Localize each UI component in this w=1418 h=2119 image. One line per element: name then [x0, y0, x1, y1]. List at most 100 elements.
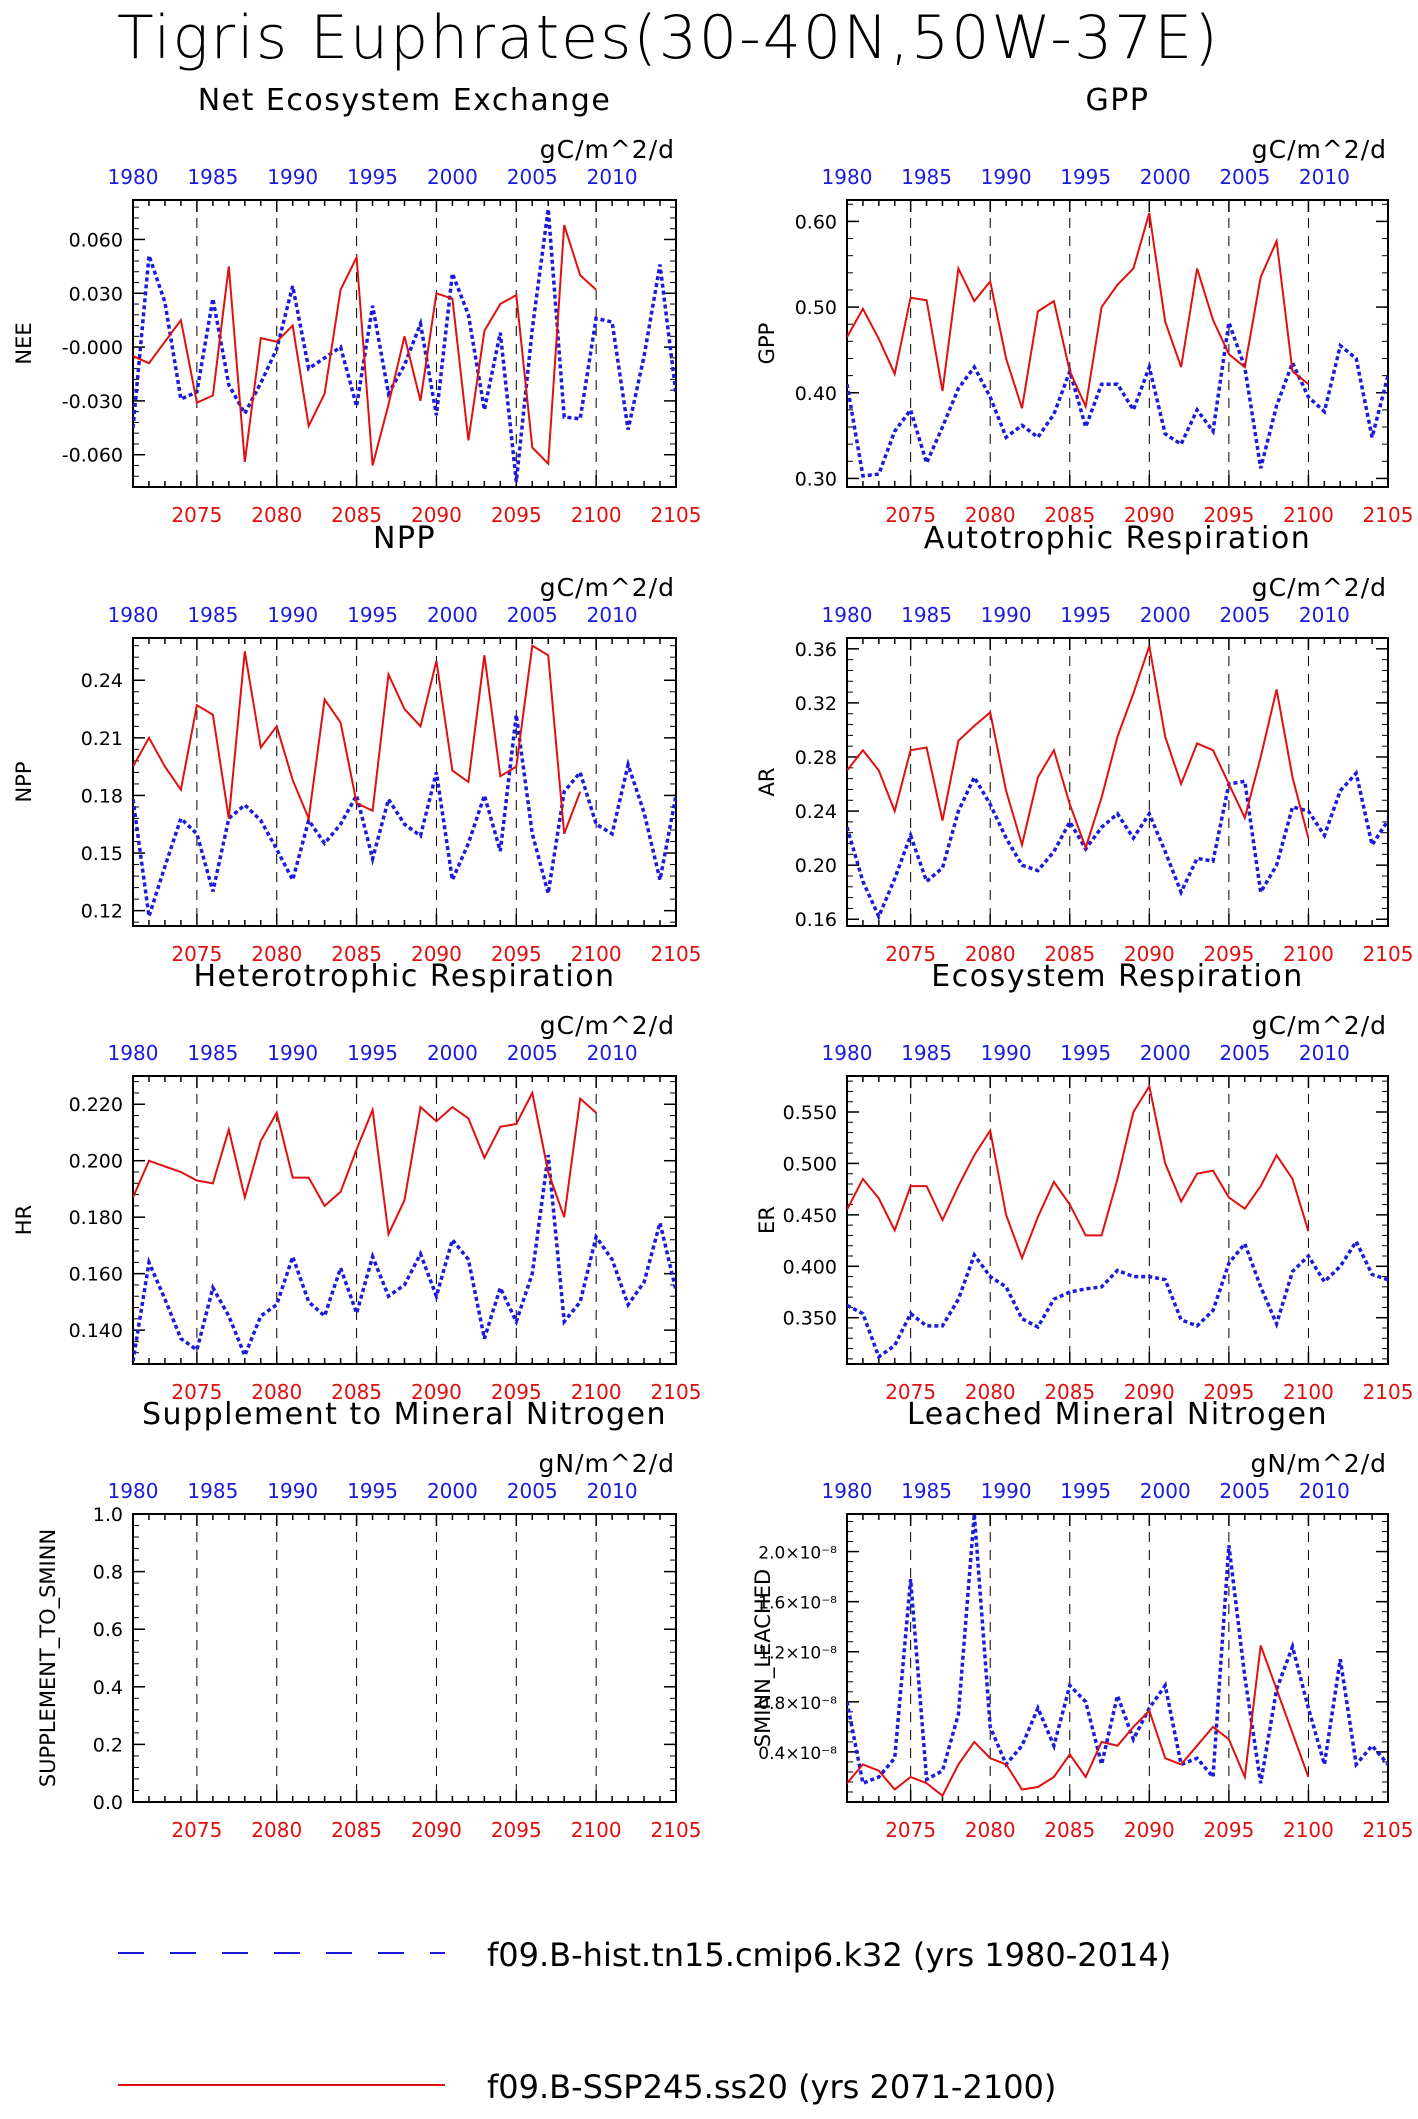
- bottom-tick-label: 2075: [885, 942, 936, 966]
- top-tick-label: 1995: [347, 1479, 398, 1503]
- series-line-ssp: [133, 644, 582, 835]
- y-tick-label: 1.0: [93, 1504, 123, 1526]
- panel-sminn_leached: Leached Mineral Nitrogen gN/m^2/d 2075 2080…: [751, 1397, 1413, 1842]
- bottom-tick-label: 2090: [411, 1818, 462, 1842]
- top-tick-label: 1985: [187, 165, 238, 189]
- y-tick-label: 0.18: [81, 785, 123, 807]
- plot-frame: [132, 199, 677, 488]
- bottom-tick-label: 2095: [1203, 1818, 1254, 1842]
- top-tick-label: 1980: [822, 1041, 873, 1065]
- legend-hist-label: f09.B-hist.tn15.cmip6.k32 (yrs 1980-2014…: [487, 1936, 1171, 1974]
- plot-frame: [132, 1075, 677, 1365]
- bottom-tick-label: 2105: [1363, 503, 1414, 527]
- bottom-tick-label: 2085: [1044, 503, 1095, 527]
- y-axis-label: NEE: [12, 322, 36, 364]
- top-tick-label: 1985: [901, 603, 952, 627]
- panel-units: gN/m^2/d: [1251, 1449, 1388, 1478]
- top-tick-label: 1980: [108, 1041, 159, 1065]
- series-line-hist: [133, 208, 676, 482]
- series-line-ssp: [847, 1083, 1310, 1261]
- series-line-ssp: [133, 1089, 597, 1238]
- top-tick-label: 1995: [347, 1041, 398, 1065]
- y-axis-label: SUPPLEMENT_TO_SMINN: [36, 1529, 61, 1787]
- figure-title: Tigris Euphrates(30-40N,50W-37E): [117, 3, 1220, 73]
- top-tick-label: 2000: [1140, 165, 1191, 189]
- y-tick-label: 0.12: [81, 901, 123, 923]
- y-axis-label: NPP: [12, 761, 36, 802]
- y-tick-label: 0.24: [81, 670, 123, 692]
- y-tick-label: 0.400: [783, 1256, 837, 1278]
- top-tick-label: 1990: [981, 603, 1032, 627]
- top-tick-label: 1985: [187, 603, 238, 627]
- series-line-hist: [847, 321, 1388, 478]
- top-tick-label: 1995: [347, 165, 398, 189]
- top-tick-label: 2005: [1219, 1479, 1270, 1503]
- top-tick-label: 2010: [1299, 165, 1350, 189]
- series-line-ssp: [847, 212, 1310, 410]
- bottom-tick-label: 2080: [251, 942, 302, 966]
- panel-units: gC/m^2/d: [1252, 135, 1387, 164]
- bottom-tick-label: 2090: [1124, 1380, 1175, 1404]
- bottom-tick-label: 2095: [491, 1818, 542, 1842]
- y-tick-label: 0.6: [93, 1619, 123, 1641]
- y-tick-label: 0.28: [795, 747, 837, 769]
- y-tick-label: 0.60: [795, 211, 837, 233]
- bottom-tick-label: 2085: [1044, 1818, 1095, 1842]
- y-axis-label: SMINN_LEACHED: [751, 1569, 776, 1747]
- bottom-tick-label: 2105: [1363, 1380, 1414, 1404]
- top-tick-label: 2005: [1219, 603, 1270, 627]
- y-tick-label: 0.4: [93, 1677, 123, 1699]
- top-tick-label: 1995: [347, 603, 398, 627]
- bottom-tick-label: 2100: [1283, 503, 1334, 527]
- series-line-hist: [847, 769, 1388, 921]
- bottom-tick-label: 2095: [1203, 503, 1254, 527]
- top-tick-label: 1980: [822, 603, 873, 627]
- panel-title: Heterotrophic Respiration: [193, 959, 615, 994]
- top-tick-label: 1985: [901, 165, 952, 189]
- top-tick-label: 1980: [108, 603, 159, 627]
- y-tick-label: 0.030: [69, 283, 123, 305]
- bottom-tick-label: 2080: [965, 503, 1016, 527]
- y-tick-label: 0.500: [783, 1153, 837, 1175]
- bottom-tick-label: 2075: [171, 1818, 222, 1842]
- bottom-tick-label: 2095: [491, 1380, 542, 1404]
- panel-gpp: GPP gC/m^2/d 2075 2080 2085 2090 2095 2100 2105 1…: [755, 83, 1413, 527]
- y-tick-label: 2.0×10⁻⁸: [758, 1544, 837, 1564]
- plot-frame: [846, 199, 1389, 488]
- legend: f09.B-hist.tn15.cmip6.k32 (yrs 1980-2014…: [118, 1936, 1171, 2106]
- bottom-tick-label: 2100: [1283, 1818, 1334, 1842]
- top-tick-label: 2005: [507, 1041, 558, 1065]
- y-tick-label: 0.200: [69, 1151, 123, 1173]
- y-axis-label: AR: [755, 768, 779, 797]
- bottom-tick-label: 2105: [651, 1818, 702, 1842]
- top-tick-label: 1990: [981, 165, 1032, 189]
- panel-units: gC/m^2/d: [540, 135, 675, 164]
- bottom-tick-label: 2090: [411, 1380, 462, 1404]
- top-tick-label: 2000: [427, 1479, 478, 1503]
- bottom-tick-label: 2080: [251, 1380, 302, 1404]
- top-tick-label: 2005: [507, 1479, 558, 1503]
- bottom-tick-label: 2100: [1283, 942, 1334, 966]
- bottom-tick-label: 2100: [1283, 1380, 1334, 1404]
- top-tick-label: 2005: [1219, 1041, 1270, 1065]
- bottom-tick-label: 2100: [571, 503, 622, 527]
- series-line-hist: [847, 1238, 1388, 1360]
- bottom-tick-label: 2080: [965, 1380, 1016, 1404]
- bottom-tick-label: 2095: [1203, 942, 1254, 966]
- top-tick-label: 1990: [267, 165, 318, 189]
- bottom-tick-label: 2080: [965, 1818, 1016, 1842]
- bottom-tick-label: 2090: [1124, 503, 1175, 527]
- top-tick-label: 1985: [901, 1479, 952, 1503]
- series-line-hist: [133, 1154, 676, 1362]
- bottom-tick-label: 2090: [411, 503, 462, 527]
- bottom-tick-label: 2085: [331, 503, 382, 527]
- bottom-tick-label: 2105: [651, 1380, 702, 1404]
- bottom-tick-label: 2100: [571, 1818, 622, 1842]
- top-tick-label: 1995: [1060, 1479, 1111, 1503]
- bottom-tick-label: 2085: [331, 1818, 382, 1842]
- y-tick-label: 0.4×10⁻⁸: [758, 1744, 837, 1764]
- y-tick-label: 0.060: [69, 229, 123, 251]
- top-tick-label: 1980: [822, 165, 873, 189]
- panel-units: gC/m^2/d: [540, 573, 675, 602]
- bottom-tick-label: 2075: [885, 1380, 936, 1404]
